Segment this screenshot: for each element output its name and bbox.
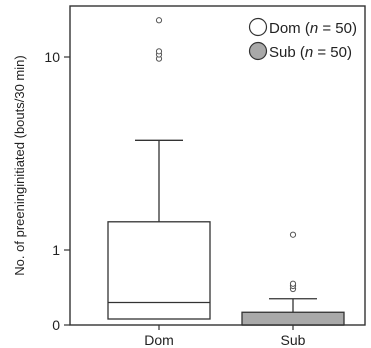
legend-marker: [248, 41, 268, 61]
plot-border: [69, 5, 366, 326]
iqr-box: [107, 221, 211, 320]
category-label: Dom: [144, 332, 174, 348]
y-tick-label: 1: [52, 242, 60, 258]
box-sub: [241, 231, 345, 326]
outlier-point: [289, 231, 297, 238]
y-tick-label: 10: [44, 49, 60, 65]
legend-entry: Dom (n = 50): [269, 20, 357, 37]
legend-entry: Sub (n = 50): [269, 44, 352, 61]
x-axis-categories: Dom Sub: [144, 325, 306, 348]
box-dom: [107, 17, 211, 320]
y-axis-ticks: 0 1 10: [44, 49, 70, 333]
y-axis-title: No. of preeninginitiated (bouts/30 min): [12, 55, 27, 275]
outlier-point: [155, 48, 163, 55]
outlier-point: [289, 280, 297, 287]
y-tick-label: 0: [52, 317, 60, 333]
iqr-box: [241, 311, 345, 326]
plot-frame: [69, 5, 366, 326]
legend: Dom (n = 50) Sub (n = 50): [248, 17, 357, 61]
outlier-point: [155, 17, 163, 24]
category-label: Sub: [281, 332, 306, 348]
legend-marker: [248, 17, 268, 37]
boxes: [107, 17, 345, 326]
